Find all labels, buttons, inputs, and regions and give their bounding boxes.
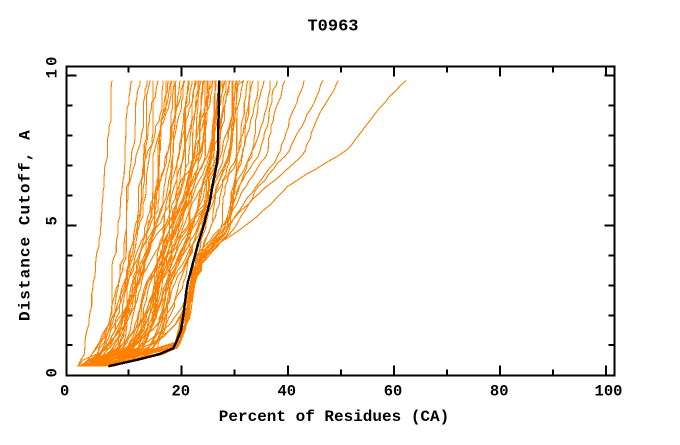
- svg-text:80: 80: [490, 383, 509, 401]
- svg-text:T0963: T0963: [307, 18, 358, 37]
- svg-text:5: 5: [44, 216, 62, 225]
- svg-text:Percent of Residues (CA): Percent of Residues (CA): [219, 408, 449, 426]
- svg-text:20: 20: [171, 383, 190, 401]
- svg-text:0: 0: [60, 383, 69, 401]
- svg-text:40: 40: [277, 383, 296, 401]
- svg-text:100: 100: [595, 383, 623, 401]
- svg-text:0: 0: [44, 368, 62, 377]
- svg-text:Distance Cutoff, A: Distance Cutoff, A: [17, 129, 35, 321]
- svg-text:10: 10: [44, 53, 62, 78]
- svg-text:60: 60: [384, 383, 403, 401]
